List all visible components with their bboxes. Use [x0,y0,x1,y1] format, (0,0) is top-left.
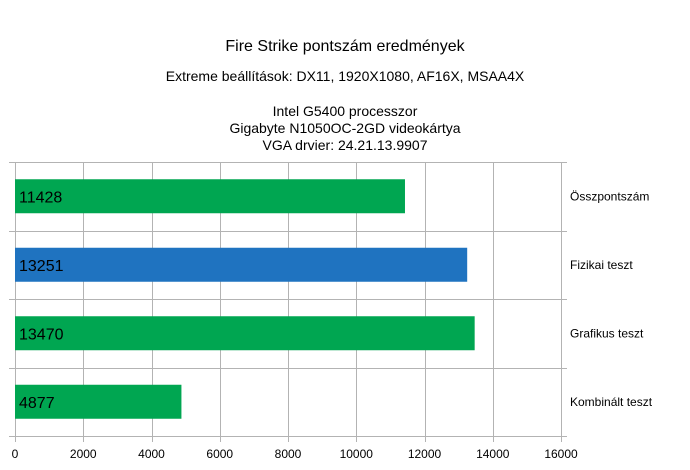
x-tick-label: 16000 [544,447,578,461]
x-tick-label: 6000 [206,447,233,461]
x-tick-label: 2000 [70,447,97,461]
bar [15,316,475,351]
category-label: Kombinált teszt [570,395,653,409]
x-tick-label: 4000 [138,447,165,461]
x-tick-label: 8000 [275,447,302,461]
data-label: 13251 [19,258,64,275]
data-label: 4877 [19,395,55,412]
data-label: 13470 [19,326,64,343]
videocard-line: Gigabyte N1050OC-2GD videokártya [229,120,461,136]
chart-title: Fire Strike pontszám eredmények [225,38,465,55]
processor-line: Intel G5400 processzor [272,103,418,119]
bar [15,247,468,282]
data-label: 11428 [19,189,62,206]
x-tick-label: 0 [12,447,19,461]
category-label: Összpontszám [570,189,649,203]
x-tick-label: 10000 [340,447,374,461]
bar [15,384,182,419]
category-label: Grafikus teszt [570,326,644,340]
bar [15,179,405,214]
x-tick-label: 12000 [408,447,442,461]
category-label: Fizikai teszt [570,258,633,272]
chart-subtitle: Extreme beállítások: DX11, 1920X1080, AF… [165,68,525,84]
x-tick-label: 14000 [476,447,510,461]
driver-line: VGA drvier: 24.21.13.9907 [262,137,428,153]
